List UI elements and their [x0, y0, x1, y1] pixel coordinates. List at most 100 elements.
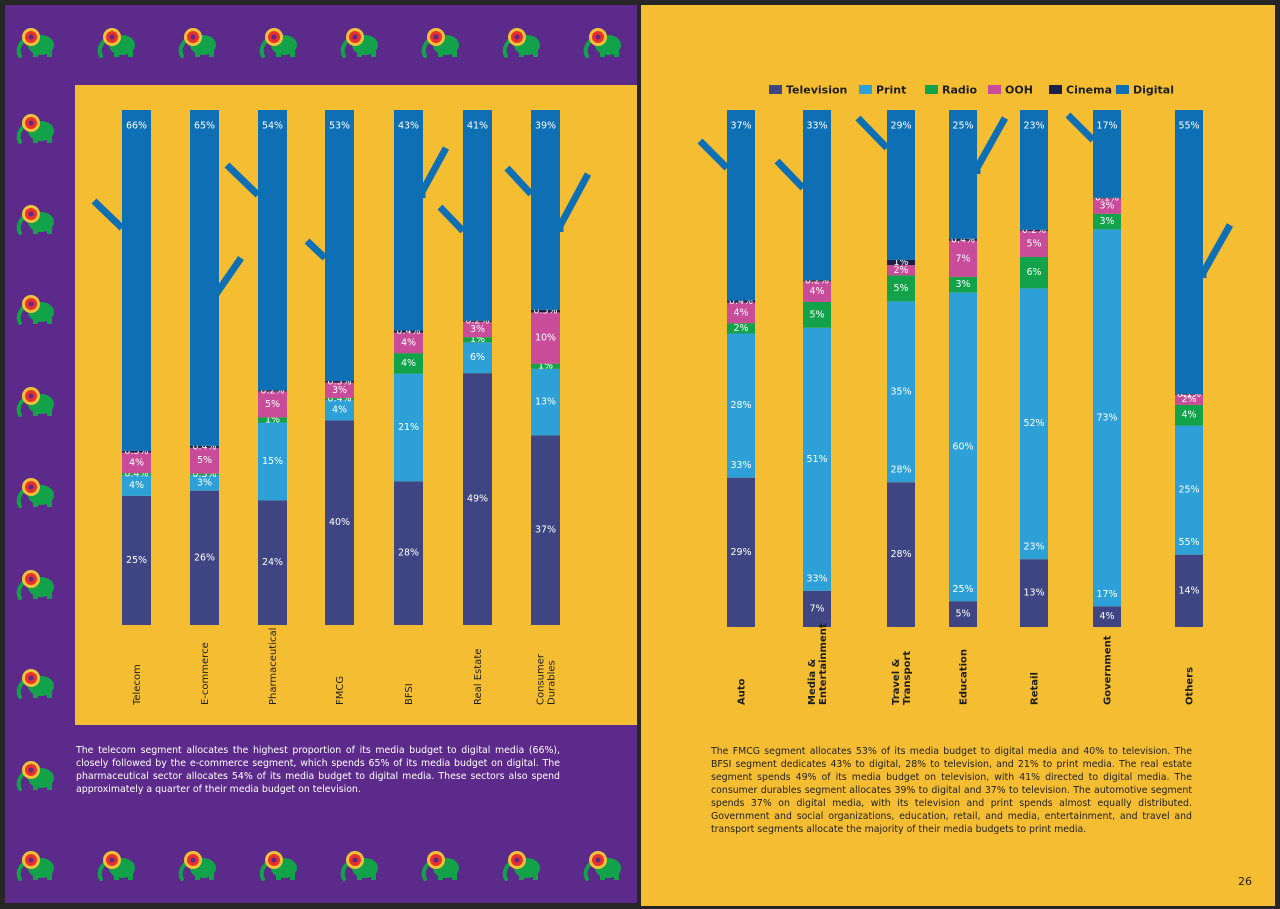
data-label: 5% [893, 283, 908, 294]
elephant-icon [16, 669, 54, 699]
data-label: 0.3% [124, 446, 148, 457]
bar-segment-digital [887, 110, 915, 260]
right-stacked-bar-chart: 29%28%2%4%0.4%37%33%Auto7%51%5%4%0.2%33%… [697, 110, 1234, 705]
data-label: 13% [1023, 588, 1044, 599]
category-label: Travel &Transport [891, 651, 913, 705]
tree-branch-decoration [697, 138, 730, 171]
legend-label: Print [876, 84, 906, 97]
bar-segment-ooh [803, 281, 831, 302]
data-label: 4% [401, 358, 416, 369]
bar-segment-print [190, 475, 219, 491]
bar-segment-cinema [887, 259, 915, 266]
bar-segment-cinema [531, 309, 560, 313]
bar-segment-radio [190, 473, 219, 476]
bar-segment-digital [122, 110, 151, 451]
category-label: Education [959, 649, 970, 705]
data-label: 25% [952, 584, 973, 595]
bar-segment-radio [258, 417, 287, 423]
data-label: 6% [470, 352, 485, 363]
tree-branch-decoration [973, 116, 1009, 174]
data-label: 0.4% [729, 296, 753, 307]
data-label: 28% [398, 548, 419, 559]
elephant-icon [178, 28, 216, 58]
elephant-icon [421, 851, 459, 881]
bar-segment-ooh [190, 447, 219, 474]
legend-label: OOH [1005, 84, 1033, 97]
legend-label: Radio [942, 84, 978, 97]
data-label: 66% [126, 121, 147, 132]
bar-segment-radio [727, 323, 755, 334]
bar-segment-cinema [727, 300, 755, 303]
bar-segment-television [325, 420, 354, 625]
tree-branch-decoration [855, 115, 890, 151]
data-label: 17% [1096, 121, 1117, 132]
data-label: 10% [535, 333, 556, 344]
tree-branch-decoration [224, 162, 261, 198]
category-label: FMCG [335, 676, 346, 705]
data-label: 39% [535, 121, 556, 132]
data-label: 5% [1026, 238, 1041, 249]
bar-segment-television [122, 495, 151, 625]
elephant-icon [16, 387, 54, 417]
data-label: 0.1% [1095, 193, 1119, 204]
bar-segment-digital [727, 110, 755, 301]
tree-branch-decoration [1199, 223, 1234, 278]
data-label: 28% [730, 400, 751, 411]
page-number: 26 [1238, 875, 1252, 888]
bar-segment-television [190, 490, 219, 625]
tree-branch-decoration [437, 204, 466, 234]
elephant-icon [97, 851, 135, 881]
elephant-icon [16, 205, 54, 235]
bar-segment-cinema [1175, 394, 1203, 395]
tree-branch-decoration [418, 146, 450, 198]
data-label: 21% [398, 422, 419, 433]
elephant-icon [16, 28, 54, 58]
data-label: 0.2% [465, 316, 489, 327]
data-label: 1% [470, 334, 485, 345]
bar-segment-cinema [394, 330, 423, 333]
tree-branch-decoration [556, 172, 592, 232]
category-label: Retail [1030, 672, 1041, 705]
bar-segment-digital [325, 110, 354, 382]
bar-segment-ooh [887, 265, 915, 276]
bar-segment-radio [394, 353, 423, 374]
bar-segment-digital [531, 110, 560, 310]
data-label: 25% [952, 121, 973, 132]
bar-segment-radio [325, 397, 354, 400]
bar-segment-digital [1020, 110, 1048, 230]
bar-segment-radio [531, 363, 560, 369]
category-label: Auto [737, 678, 748, 705]
elephant-icon [340, 851, 378, 881]
bar-segment-print [325, 399, 354, 421]
bar-segment-television [949, 601, 977, 627]
data-label: 23% [1023, 121, 1044, 132]
data-label: 3% [470, 324, 485, 335]
elephant-icon [340, 28, 378, 58]
data-label: 24% [262, 557, 283, 568]
data-label: 55% [1178, 537, 1199, 548]
legend-swatch-print [859, 85, 872, 94]
legend-label: Digital [1133, 84, 1174, 97]
left-stacked-bar-chart: 25%4%0.4%4%0.3%66%Telecom26%3%0.3%5%0.4%… [91, 110, 592, 706]
bar-segment-print [463, 342, 492, 374]
elephant-icon [97, 28, 135, 58]
bar-segment-television [887, 482, 915, 627]
data-label: 5% [265, 399, 280, 410]
bar-segment-ooh [1093, 198, 1121, 214]
bar-segment-cinema [122, 450, 151, 453]
bar-segment-digital [258, 110, 287, 391]
category-label: Media &Entertainment [807, 623, 829, 705]
bar-segment-cinema [803, 280, 831, 282]
bar-segment-ooh [122, 452, 151, 474]
bar-segment-digital [949, 110, 977, 239]
elephant-icon [583, 28, 621, 58]
bar-segment-cinema [1020, 229, 1048, 231]
data-label: 2% [733, 323, 748, 334]
category-label: Government [1103, 635, 1114, 705]
data-label: 23% [1023, 542, 1044, 553]
data-label: 0.4% [951, 234, 975, 245]
category-label: Telecom [132, 664, 143, 706]
bar-segment-print [1175, 425, 1203, 555]
bar-segment-ooh [258, 391, 287, 418]
